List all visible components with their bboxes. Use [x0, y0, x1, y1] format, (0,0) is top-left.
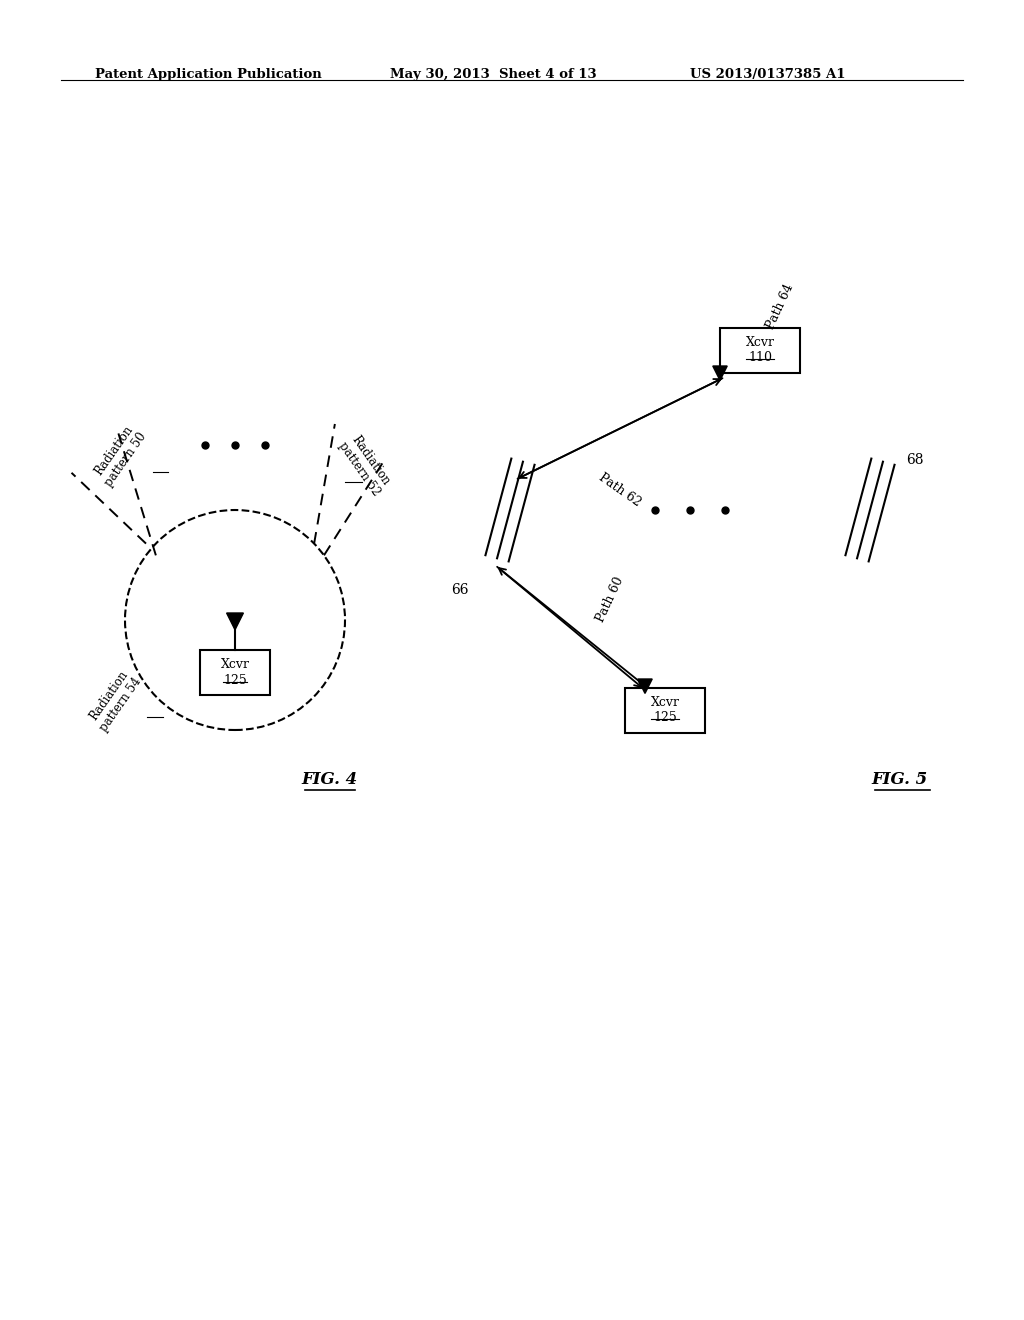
Text: Radiation
pattern 52: Radiation pattern 52	[336, 432, 394, 499]
Text: 68: 68	[906, 453, 924, 467]
Text: FIG. 5: FIG. 5	[871, 771, 928, 788]
Text: Radiation
pattern 50: Radiation pattern 50	[90, 421, 150, 488]
Text: Xcvr
125: Xcvr 125	[220, 659, 250, 686]
Polygon shape	[713, 366, 727, 380]
Text: Path 60: Path 60	[594, 576, 626, 624]
Text: Xcvr
110: Xcvr 110	[745, 337, 774, 364]
FancyBboxPatch shape	[720, 327, 800, 372]
FancyBboxPatch shape	[200, 649, 270, 696]
Text: Patent Application Publication: Patent Application Publication	[95, 69, 322, 81]
FancyBboxPatch shape	[625, 688, 705, 733]
Text: Path 62: Path 62	[596, 471, 643, 510]
Text: FIG. 4: FIG. 4	[302, 771, 358, 788]
Polygon shape	[226, 612, 244, 630]
Text: Path 64: Path 64	[764, 282, 796, 331]
Text: May 30, 2013  Sheet 4 of 13: May 30, 2013 Sheet 4 of 13	[390, 69, 597, 81]
Text: Radiation
pattern 54: Radiation pattern 54	[86, 667, 144, 734]
Text: 66: 66	[452, 583, 469, 597]
Text: US 2013/0137385 A1: US 2013/0137385 A1	[690, 69, 846, 81]
Polygon shape	[638, 678, 652, 693]
Text: Xcvr
125: Xcvr 125	[650, 696, 680, 723]
